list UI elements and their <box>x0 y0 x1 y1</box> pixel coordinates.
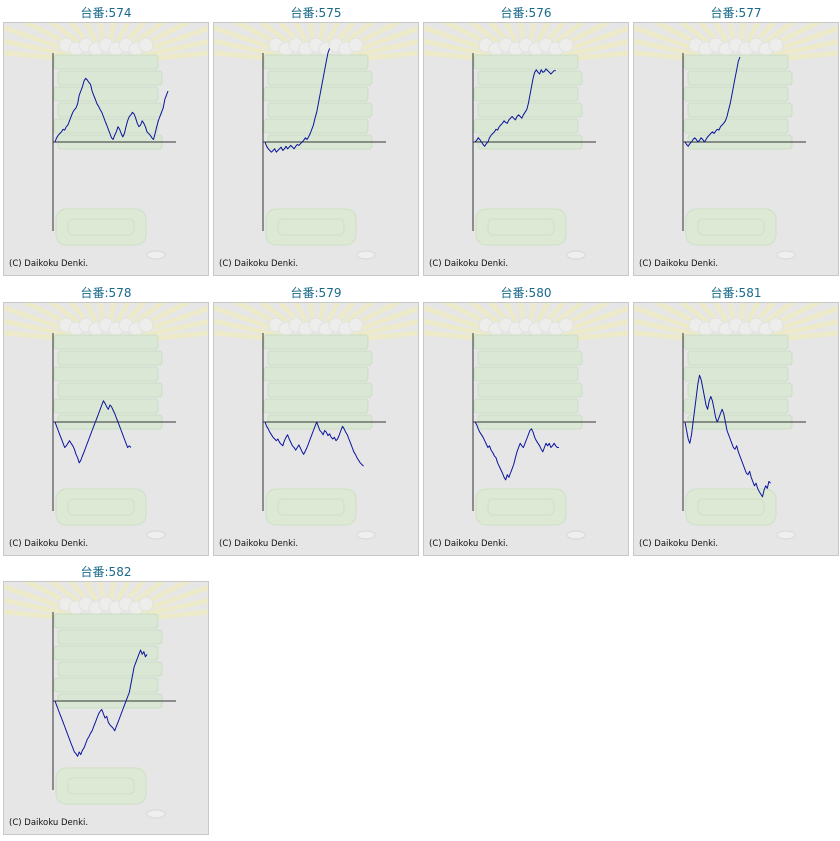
chart-title: 台番:576 <box>500 6 552 20</box>
chart-panel: (C) Daikoku Denki. <box>213 302 419 556</box>
chart-cell-581: 台番:581 (C) Daikoku Denki. <box>633 280 839 556</box>
background-artwork <box>214 303 418 540</box>
chart-title: 台番:577 <box>710 6 762 20</box>
copyright-text: (C) Daikoku Denki. <box>9 818 89 828</box>
copyright-text: (C) Daikoku Denki. <box>219 539 299 549</box>
series-line-580 <box>474 421 559 481</box>
chart-panel: (C) Daikoku Denki. <box>633 302 839 556</box>
background-artwork <box>424 23 628 260</box>
series-line-577 <box>684 56 741 147</box>
background-artwork <box>424 303 628 540</box>
chart-panel: (C) Daikoku Denki. <box>3 22 209 276</box>
chart-panel: (C) Daikoku Denki. <box>423 302 629 556</box>
chart-svg <box>424 303 628 540</box>
chart-cell-576: 台番:576 (C) Daikoku Denki. <box>423 0 629 276</box>
background-artwork <box>214 23 418 260</box>
chart-svg <box>424 23 628 260</box>
chart-panel: (C) Daikoku Denki. <box>633 22 839 276</box>
chart-cell-579: 台番:579 (C) Daikoku Denki. <box>213 280 419 556</box>
copyright-text: (C) Daikoku Denki. <box>9 259 89 269</box>
background-artwork <box>4 23 208 260</box>
chart-panel: (C) Daikoku Denki. <box>213 22 419 276</box>
chart-title: 台番:582 <box>80 565 132 579</box>
chart-cell-575: 台番:575 (C) Daikoku Denki. <box>213 0 419 276</box>
background-artwork <box>4 303 208 540</box>
chart-svg <box>214 23 418 260</box>
series-line-581 <box>684 374 771 498</box>
series-line-579 <box>264 421 364 467</box>
series-line-576 <box>474 68 556 147</box>
chart-panel: (C) Daikoku Denki. <box>423 22 629 276</box>
chart-cell-577: 台番:577 (C) Daikoku Denki. <box>633 0 839 276</box>
chart-panel: (C) Daikoku Denki. <box>3 302 209 556</box>
chart-svg <box>634 23 838 260</box>
chart-svg <box>4 303 208 540</box>
background-artwork <box>634 303 838 540</box>
chart-title: 台番:578 <box>80 286 132 300</box>
chart-cell-580: 台番:580 (C) Daikoku Denki. <box>423 280 629 556</box>
series-line-574 <box>54 77 169 143</box>
series-line-578 <box>54 400 132 464</box>
copyright-text: (C) Daikoku Denki. <box>639 539 719 549</box>
chart-svg <box>4 23 208 260</box>
chart-svg <box>4 582 208 819</box>
background-artwork <box>4 582 208 819</box>
chart-cell-574: 台番:574 (C) Daikoku Denki. <box>3 0 209 276</box>
chart-title: 台番:575 <box>290 6 342 20</box>
chart-title: 台番:580 <box>500 286 552 300</box>
series-line-582 <box>54 649 148 757</box>
chart-cell-578: 台番:578 (C) Daikoku Denki. <box>3 280 209 556</box>
chart-title: 台番:574 <box>80 6 132 20</box>
chart-cell-582: 台番:582 (C) Daikoku Denki. <box>3 559 209 835</box>
chart-title: 台番:581 <box>710 286 762 300</box>
chart-panel: (C) Daikoku Denki. <box>3 581 209 835</box>
series-line-575 <box>264 48 331 153</box>
chart-svg <box>214 303 418 540</box>
copyright-text: (C) Daikoku Denki. <box>429 539 509 549</box>
background-artwork <box>634 23 838 260</box>
chart-svg <box>634 303 838 540</box>
copyright-text: (C) Daikoku Denki. <box>429 259 509 269</box>
copyright-text: (C) Daikoku Denki. <box>639 259 719 269</box>
copyright-text: (C) Daikoku Denki. <box>219 259 299 269</box>
chart-title: 台番:579 <box>290 286 342 300</box>
copyright-text: (C) Daikoku Denki. <box>9 539 89 549</box>
